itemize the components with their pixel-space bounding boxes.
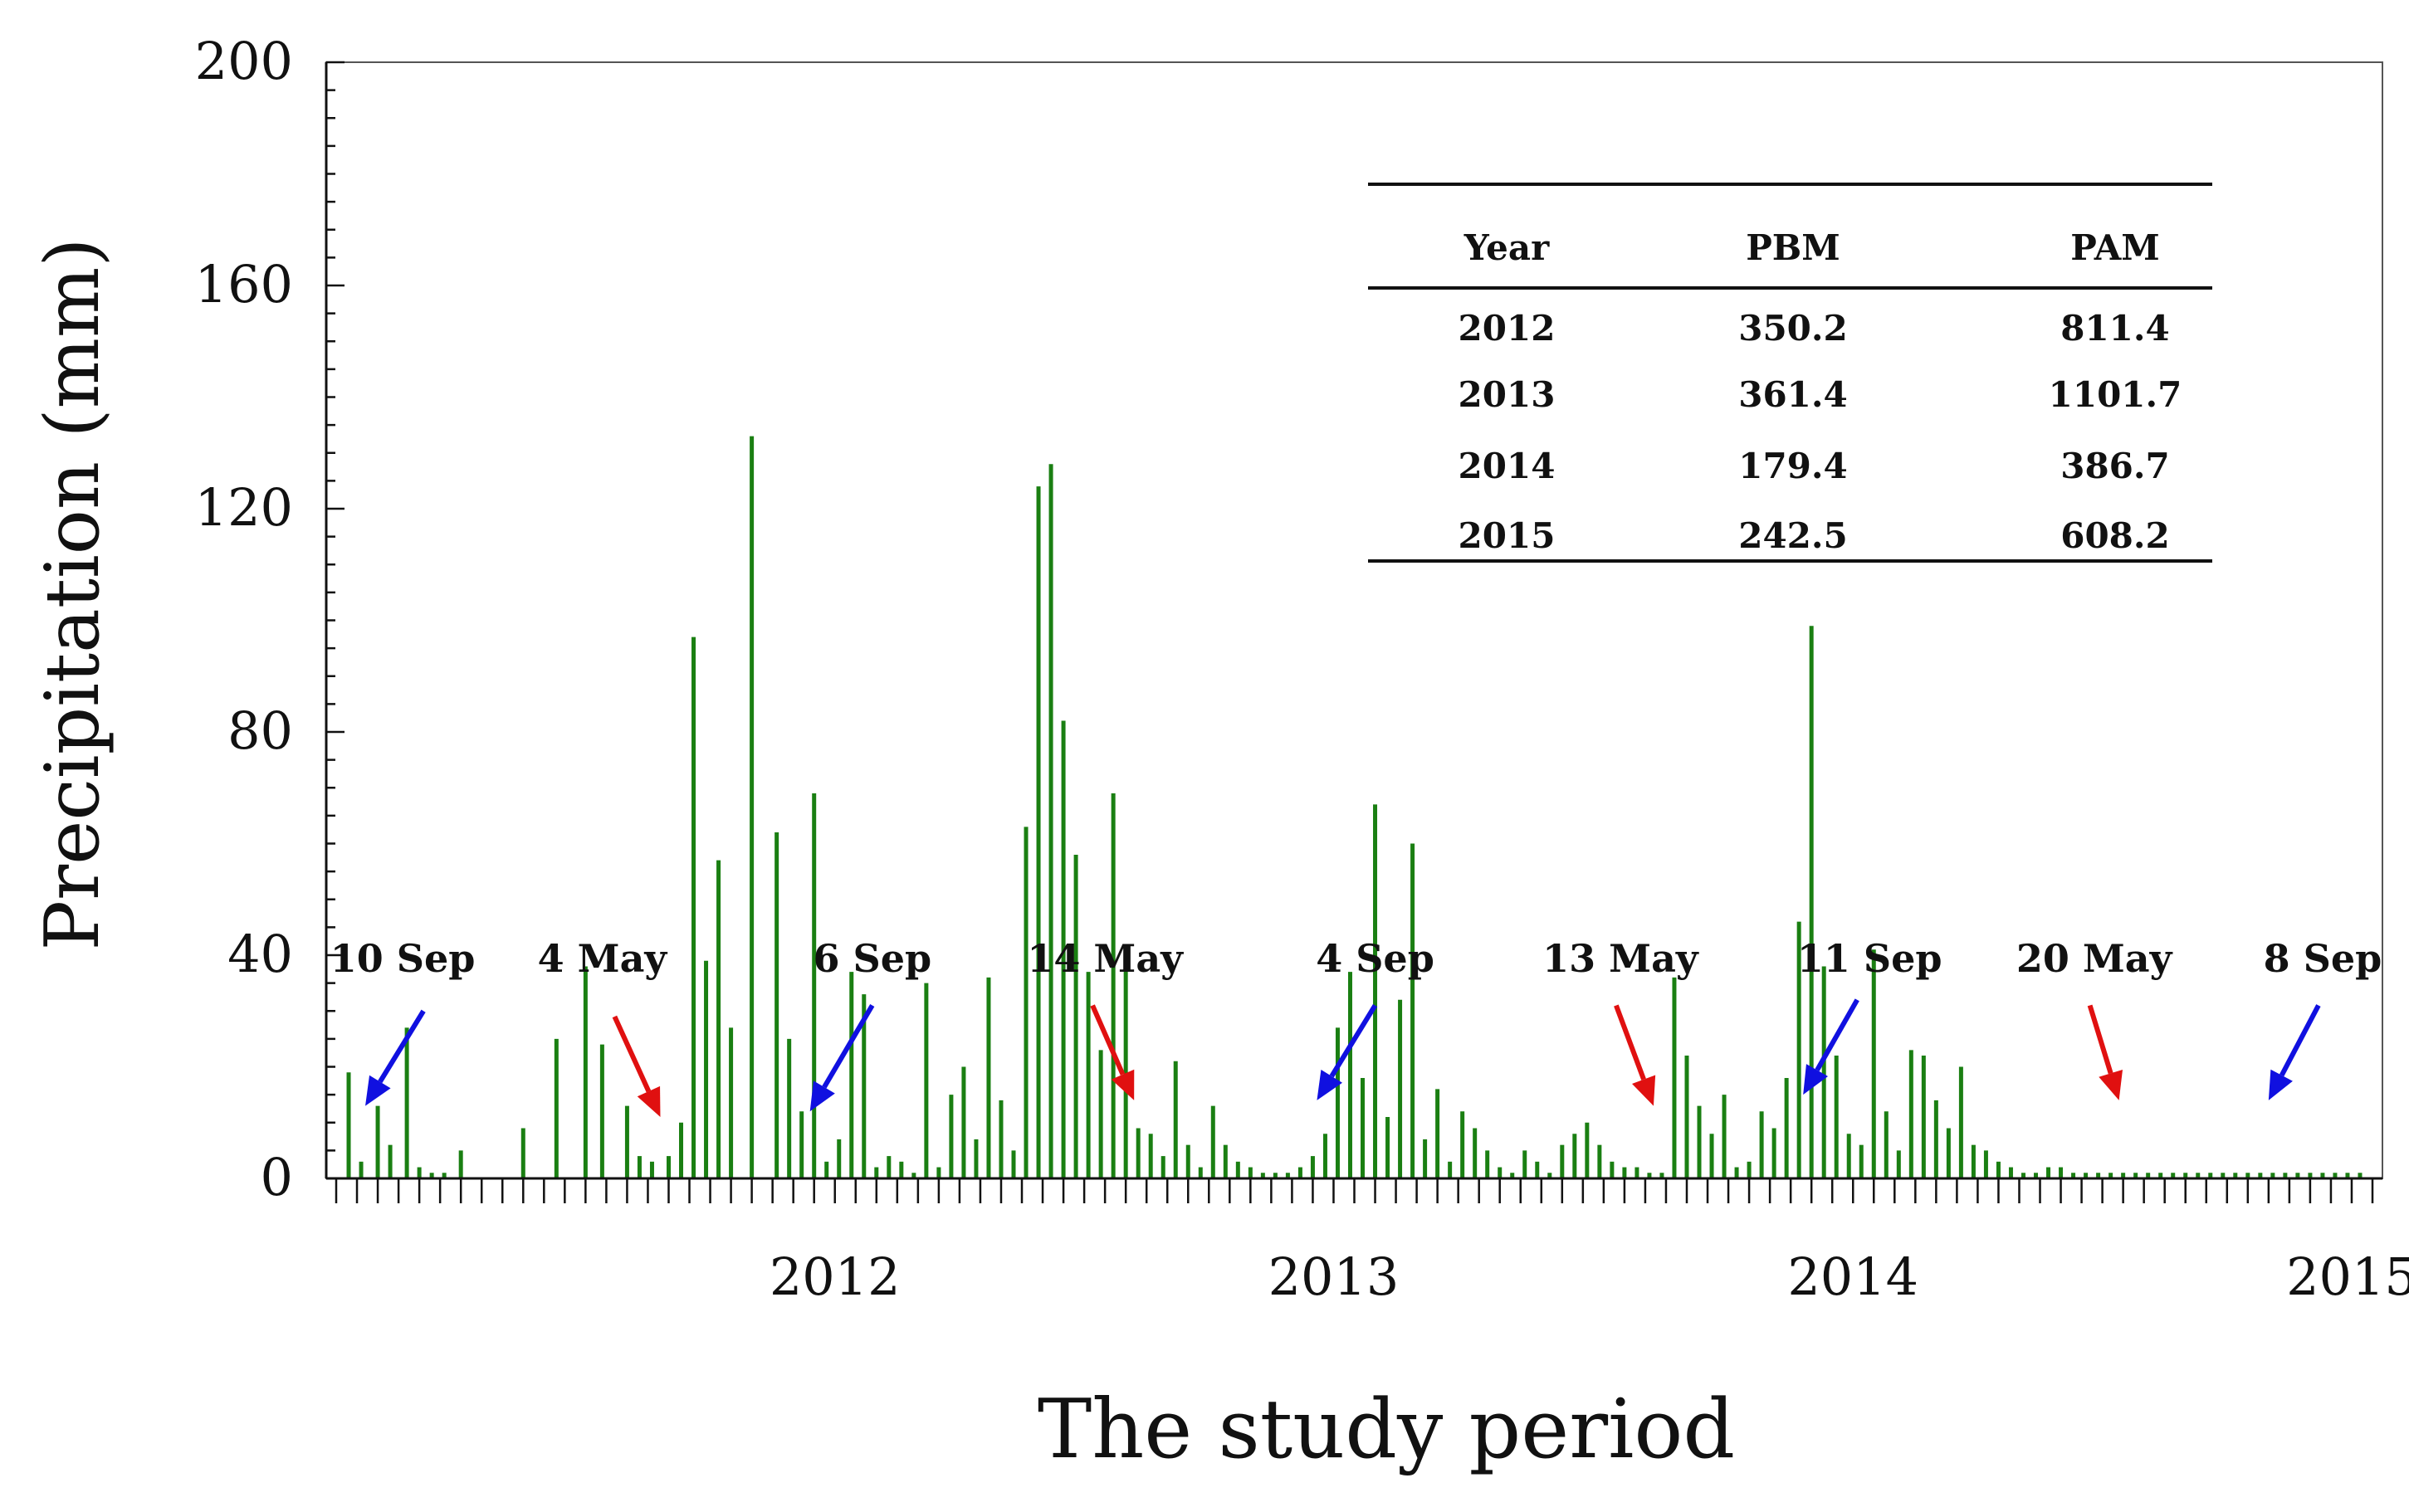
table-cell: 1101.7 bbox=[2049, 374, 2182, 415]
y-tick-label: 0 bbox=[261, 1147, 293, 1207]
table-cell: 350.2 bbox=[1738, 308, 1848, 349]
table-cell: 2013 bbox=[1459, 374, 1556, 415]
table-cell: 608.2 bbox=[2060, 515, 2170, 556]
annotation-arrow-shaft bbox=[1614, 1004, 1646, 1080]
x-tick-label: 2013 bbox=[1268, 1246, 1400, 1307]
y-tick-label: 120 bbox=[195, 477, 293, 538]
axes-layer: 0 40 80 120 160 200 2012 2013 2014 2015 bbox=[195, 31, 2409, 1307]
annotation-arrow-head bbox=[809, 1080, 835, 1112]
annotation-arrow-head bbox=[2099, 1069, 2123, 1100]
annotation-label: 6 Sep bbox=[813, 936, 931, 981]
annotation-arrow-shaft bbox=[1090, 1004, 1126, 1075]
annotation-label: 10 Sep bbox=[330, 936, 476, 981]
annotations-layer: 10 Sep 4 May 6 Sep 14 May 4 Sep 13 May 11 Sep 2… bbox=[330, 936, 2382, 1118]
inset-table: Year PBM PAM 2012 350.2 811.4 2013 361.4 1101.7 2… bbox=[1368, 183, 2212, 563]
annotation-arrow-shaft bbox=[378, 1009, 426, 1084]
table-cell: 2014 bbox=[1459, 446, 1556, 486]
annotation-label: 20 May bbox=[2016, 936, 2173, 981]
annotation-arrow-shaft bbox=[2087, 1004, 2113, 1075]
annotation-arrow-head bbox=[2268, 1069, 2293, 1100]
annotation-arrow-shaft bbox=[822, 1004, 875, 1089]
table-header-cell: PBM bbox=[1746, 227, 1840, 268]
annotation-label: 4 Sep bbox=[1316, 936, 1434, 981]
x-tick-label: 2015 bbox=[2286, 1246, 2409, 1307]
annotation-arrow-head bbox=[637, 1085, 661, 1118]
annotation-arrow-head bbox=[1317, 1070, 1343, 1100]
annotation-arrow-shaft bbox=[1815, 998, 1859, 1072]
table-cell: 811.4 bbox=[2060, 308, 2170, 349]
annotation-arrow-head bbox=[365, 1075, 391, 1106]
x-tick-label: 2012 bbox=[770, 1246, 901, 1307]
annotation-label: 8 Sep bbox=[2264, 936, 2382, 981]
table-header-cell: Year bbox=[1463, 227, 1550, 268]
table-cell: 2015 bbox=[1459, 515, 1556, 556]
annotation-label: 13 May bbox=[1542, 936, 1699, 981]
x-axis-title: The study period bbox=[1038, 1383, 1735, 1477]
annotation-label: 4 May bbox=[538, 936, 668, 981]
table-header-cell: PAM bbox=[2070, 227, 2160, 268]
table-cell: 386.7 bbox=[2060, 446, 2170, 486]
bars-layer bbox=[346, 436, 2363, 1178]
table-cell: 361.4 bbox=[1738, 374, 1848, 415]
annotation-arrow-shaft bbox=[612, 1015, 652, 1093]
y-tick-label: 40 bbox=[227, 924, 293, 984]
annotation-arrow-shaft bbox=[1329, 1003, 1378, 1078]
annotation-label: 14 May bbox=[1027, 936, 1184, 981]
annotation-arrow-head bbox=[1803, 1064, 1829, 1095]
table-cell: 242.5 bbox=[1738, 515, 1848, 556]
annotation-arrow-head bbox=[1632, 1075, 1656, 1106]
annotation-arrow-shaft bbox=[2280, 1004, 2321, 1077]
x-tick-label: 2014 bbox=[1787, 1246, 1918, 1307]
y-axis-title: Precipitation (mm) bbox=[29, 238, 116, 951]
table-cell: 2012 bbox=[1459, 308, 1556, 349]
y-tick-label: 160 bbox=[195, 254, 293, 315]
annotation-label: 11 Sep bbox=[1797, 936, 1942, 981]
table-cell: 179.4 bbox=[1738, 446, 1848, 486]
y-tick-label: 80 bbox=[227, 700, 293, 761]
annotation-arrow-head bbox=[1111, 1069, 1135, 1100]
y-tick-label: 200 bbox=[195, 31, 293, 91]
